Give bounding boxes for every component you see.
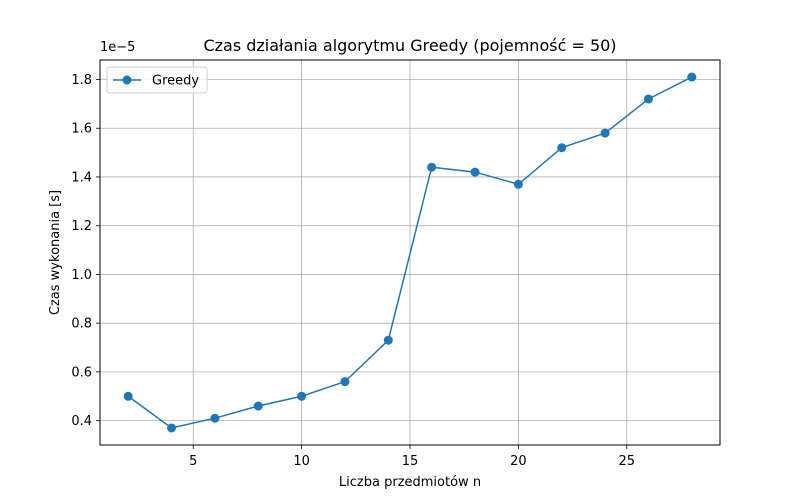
series-layer (123, 72, 697, 433)
x-tick-label: 25 (619, 454, 636, 469)
data-point (210, 413, 220, 423)
ticks: 5 10 15 20 25 0.4 0.6 0.8 1.0 1.2 1.4 1.6 1.8 (71, 73, 635, 469)
data-point (383, 335, 393, 345)
legend-box (106, 66, 208, 94)
data-point (513, 179, 523, 189)
y-tick-label: 1.4 (71, 170, 92, 185)
data-point (470, 167, 480, 177)
y-tick-label: 1.6 (71, 122, 92, 137)
y-tick-label: 0.8 (71, 317, 92, 332)
y-axis-offset-label: 1e−5 (100, 40, 135, 55)
data-point (167, 423, 177, 433)
legend-label: Greedy (152, 74, 199, 89)
series-line (127, 76, 693, 429)
y-tick-label: 1.2 (71, 219, 92, 234)
data-point (427, 162, 437, 172)
x-tick-label: 5 (189, 454, 197, 469)
y-tick-label: 0.4 (71, 414, 92, 429)
data-point (600, 128, 610, 138)
y-tick-label: 1.8 (71, 73, 92, 88)
x-axis-label: Liczba przedmiotów n (339, 475, 481, 490)
data-point (557, 143, 567, 153)
data-point (253, 401, 263, 411)
y-axis-label: Czas wykonania [s] (48, 190, 63, 315)
data-point (643, 94, 653, 104)
legend-series-marker (122, 75, 132, 85)
y-tick-label: 1.0 (71, 268, 92, 283)
x-tick-label: 10 (293, 454, 310, 469)
data-point (123, 391, 133, 401)
x-tick-label: 20 (510, 454, 527, 469)
y-tick-label: 0.6 (71, 365, 92, 380)
chart-title: Czas działania algorytmu Greedy (pojemno… (203, 36, 616, 55)
data-point (297, 391, 307, 401)
data-point (340, 377, 350, 387)
x-tick-label: 15 (402, 454, 419, 469)
data-point (687, 72, 697, 82)
legend: Greedy (106, 66, 208, 94)
